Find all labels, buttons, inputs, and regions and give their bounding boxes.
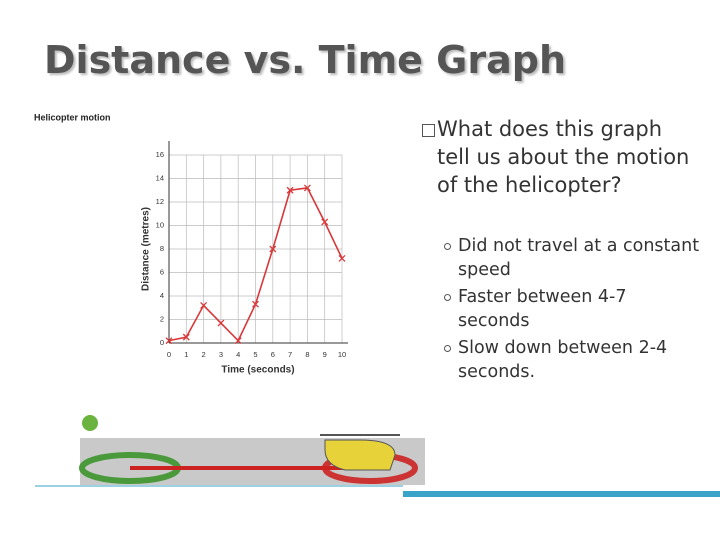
point: Faster between 4-7 seconds (444, 285, 703, 333)
points: Did not travel at a constant speed Faste… (444, 234, 703, 387)
marker (286, 186, 294, 194)
marker (234, 337, 242, 345)
y-tick-label: 4 (160, 291, 164, 300)
y-tick-label: 16 (156, 150, 164, 159)
x-tick-label: 8 (305, 350, 309, 359)
y-tick-label: 0 (160, 338, 164, 347)
marker (182, 333, 190, 341)
y-tick-label: 2 (160, 314, 164, 323)
x-tick-label: 0 (167, 350, 171, 359)
x-axis-label: Time (seconds) (221, 365, 294, 376)
y-tick-label: 8 (160, 244, 164, 253)
marker (217, 319, 225, 327)
marker (200, 301, 208, 309)
x-tick-label: 10 (338, 350, 346, 359)
x-tick-label: 2 (202, 350, 206, 359)
y-tick-label: 10 (156, 220, 164, 229)
slide-title: Distance vs. Time Graph (44, 38, 566, 82)
x-tick-label: 6 (271, 350, 275, 359)
x-tick-label: 9 (323, 350, 327, 359)
x-tick-label: 3 (219, 350, 223, 359)
marker (303, 184, 311, 192)
marker (338, 254, 346, 262)
x-tick-label: 4 (236, 350, 240, 359)
bullet-box (422, 124, 435, 137)
point: Did not travel at a constant speed (444, 234, 703, 282)
marker (165, 337, 173, 345)
x-tick-label: 1 (184, 350, 188, 359)
x-tick-label: 7 (288, 350, 292, 359)
marker (252, 300, 259, 308)
y-tick-label: 12 (156, 197, 164, 206)
scene (79, 415, 425, 485)
y-tick-label: 14 (156, 173, 164, 182)
point: Slow down between 2-4 seconds. (444, 336, 703, 384)
marker (321, 218, 329, 226)
question: What does this graph tell us about the m… (437, 117, 690, 197)
x-tick-label: 5 (253, 350, 257, 359)
y-tick-label: 6 (160, 267, 164, 276)
marker (269, 245, 277, 253)
chart-title: Helicopter motion (34, 112, 111, 122)
y-axis-label: Distance (metres) (141, 207, 152, 291)
